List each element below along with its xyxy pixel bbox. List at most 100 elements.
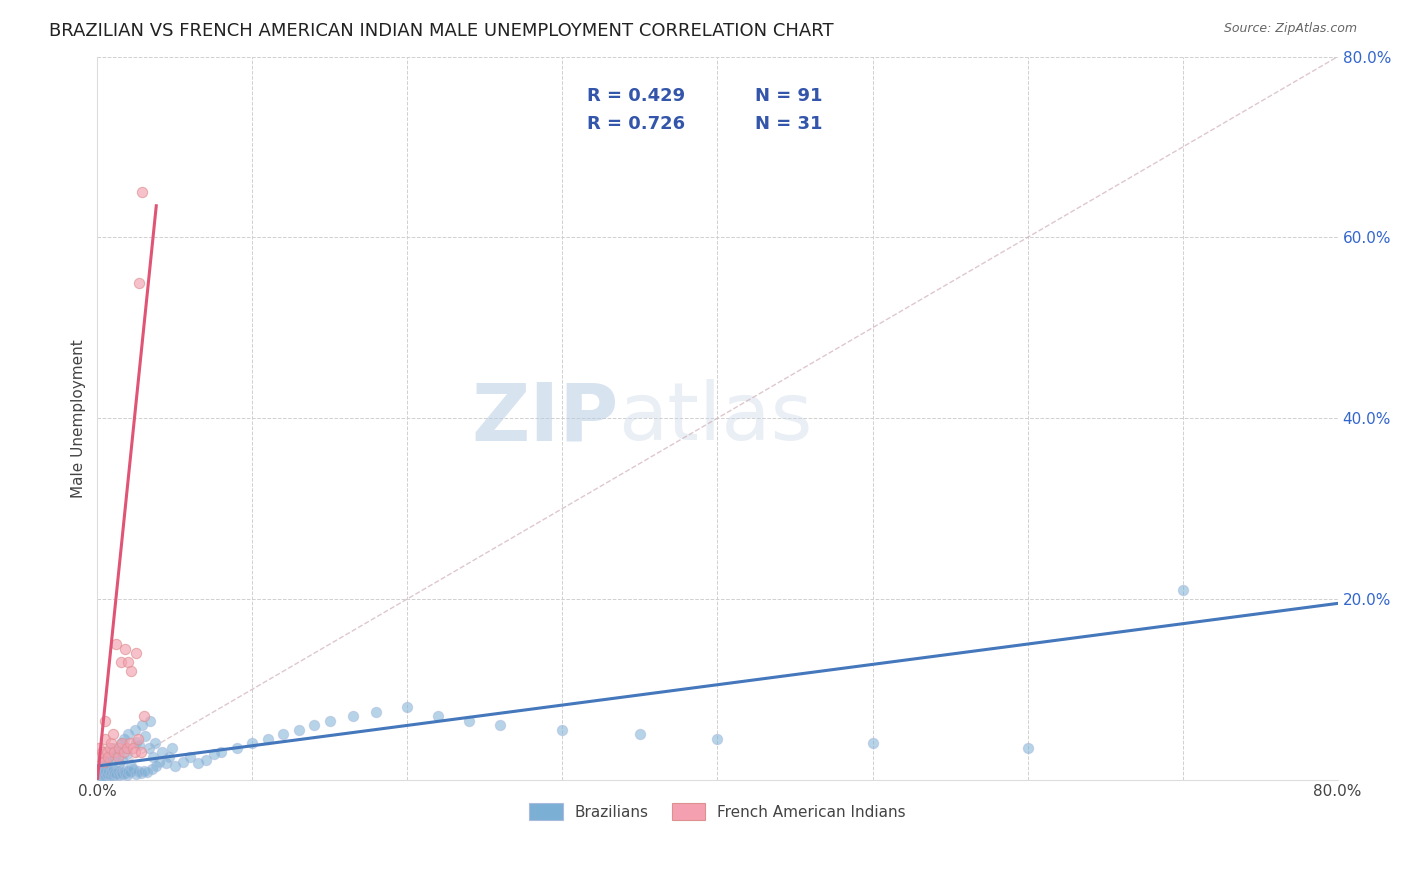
Point [125,646,148,660]
Point [118,736,141,750]
Point [87,741,110,756]
Point [273,727,295,741]
Text: N = 91: N = 91 [755,87,823,105]
Point [91,759,114,773]
Point [122,741,145,756]
Point [172,755,194,769]
Point [101,741,124,756]
Point [257,731,280,746]
Point [194,753,217,767]
Point [103,766,125,780]
Point [115,741,138,756]
Point [111,736,134,750]
Point [93,766,115,780]
Text: Source: ZipAtlas.com: Source: ZipAtlas.com [1223,22,1357,36]
Point [94,753,117,767]
Point [458,714,481,728]
Point [304,718,326,732]
Point [163,759,186,773]
Point [103,746,125,760]
Text: R = 0.726: R = 0.726 [588,114,685,133]
Point [94,731,117,746]
Point [139,714,162,728]
Point [96,746,118,760]
Point [427,709,450,723]
Point [131,718,153,732]
Point [114,741,136,756]
Point [155,756,177,771]
Text: atlas: atlas [619,379,813,457]
Point [862,736,884,750]
Point [142,750,165,764]
Point [110,765,132,780]
Point [115,747,138,762]
Point [114,641,136,656]
Point [242,736,264,750]
Point [107,744,129,758]
Point [187,756,209,771]
Point [132,709,155,723]
Point [96,767,118,781]
Point [101,727,124,741]
Point [128,276,150,290]
Point [89,750,111,764]
Point [97,764,120,779]
Point [129,746,152,760]
Point [98,741,121,756]
Point [127,731,149,746]
Point [225,741,247,756]
Text: N = 31: N = 31 [755,114,823,133]
Text: R = 0.429: R = 0.429 [588,87,685,105]
Point [100,746,122,760]
Point [100,736,122,750]
Point [1017,741,1039,756]
Point [108,756,131,771]
Legend: Brazilians, French American Indians: Brazilians, French American Indians [523,797,912,826]
Point [107,750,129,764]
Point [125,767,148,781]
Point [108,741,131,756]
Point [91,746,114,760]
Point [114,766,136,780]
Y-axis label: Male Unemployment: Male Unemployment [72,339,86,498]
Point [124,723,146,737]
Point [111,753,134,767]
Point [94,714,117,728]
Point [628,727,651,741]
Point [366,705,388,719]
Point [111,767,134,781]
Point [288,723,311,737]
Point [100,765,122,780]
Point [112,731,135,746]
Point [110,655,132,669]
Point [98,759,121,773]
Point [112,764,135,779]
Point [97,750,120,764]
Text: BRAZILIAN VS FRENCH AMERICAN INDIAN MALE UNEMPLOYMENT CORRELATION CHART: BRAZILIAN VS FRENCH AMERICAN INDIAN MALE… [49,22,834,40]
Point [89,768,111,782]
Point [396,700,419,714]
Point [122,762,145,776]
Point [91,769,114,783]
Point [108,768,131,782]
Point [132,764,155,778]
Point [104,747,127,762]
Point [112,746,135,760]
Point [125,734,148,748]
Point [101,762,124,776]
Point [94,770,117,784]
Point [94,764,117,778]
Point [117,727,139,741]
Point [103,750,125,764]
Point [131,186,153,200]
Point [118,765,141,780]
Point [152,746,174,760]
Point [209,746,232,760]
Point [138,741,160,756]
Point [110,736,132,750]
Point [104,767,127,781]
Point [120,664,142,678]
Point [143,736,166,750]
Point [160,741,183,756]
Point [342,709,364,723]
